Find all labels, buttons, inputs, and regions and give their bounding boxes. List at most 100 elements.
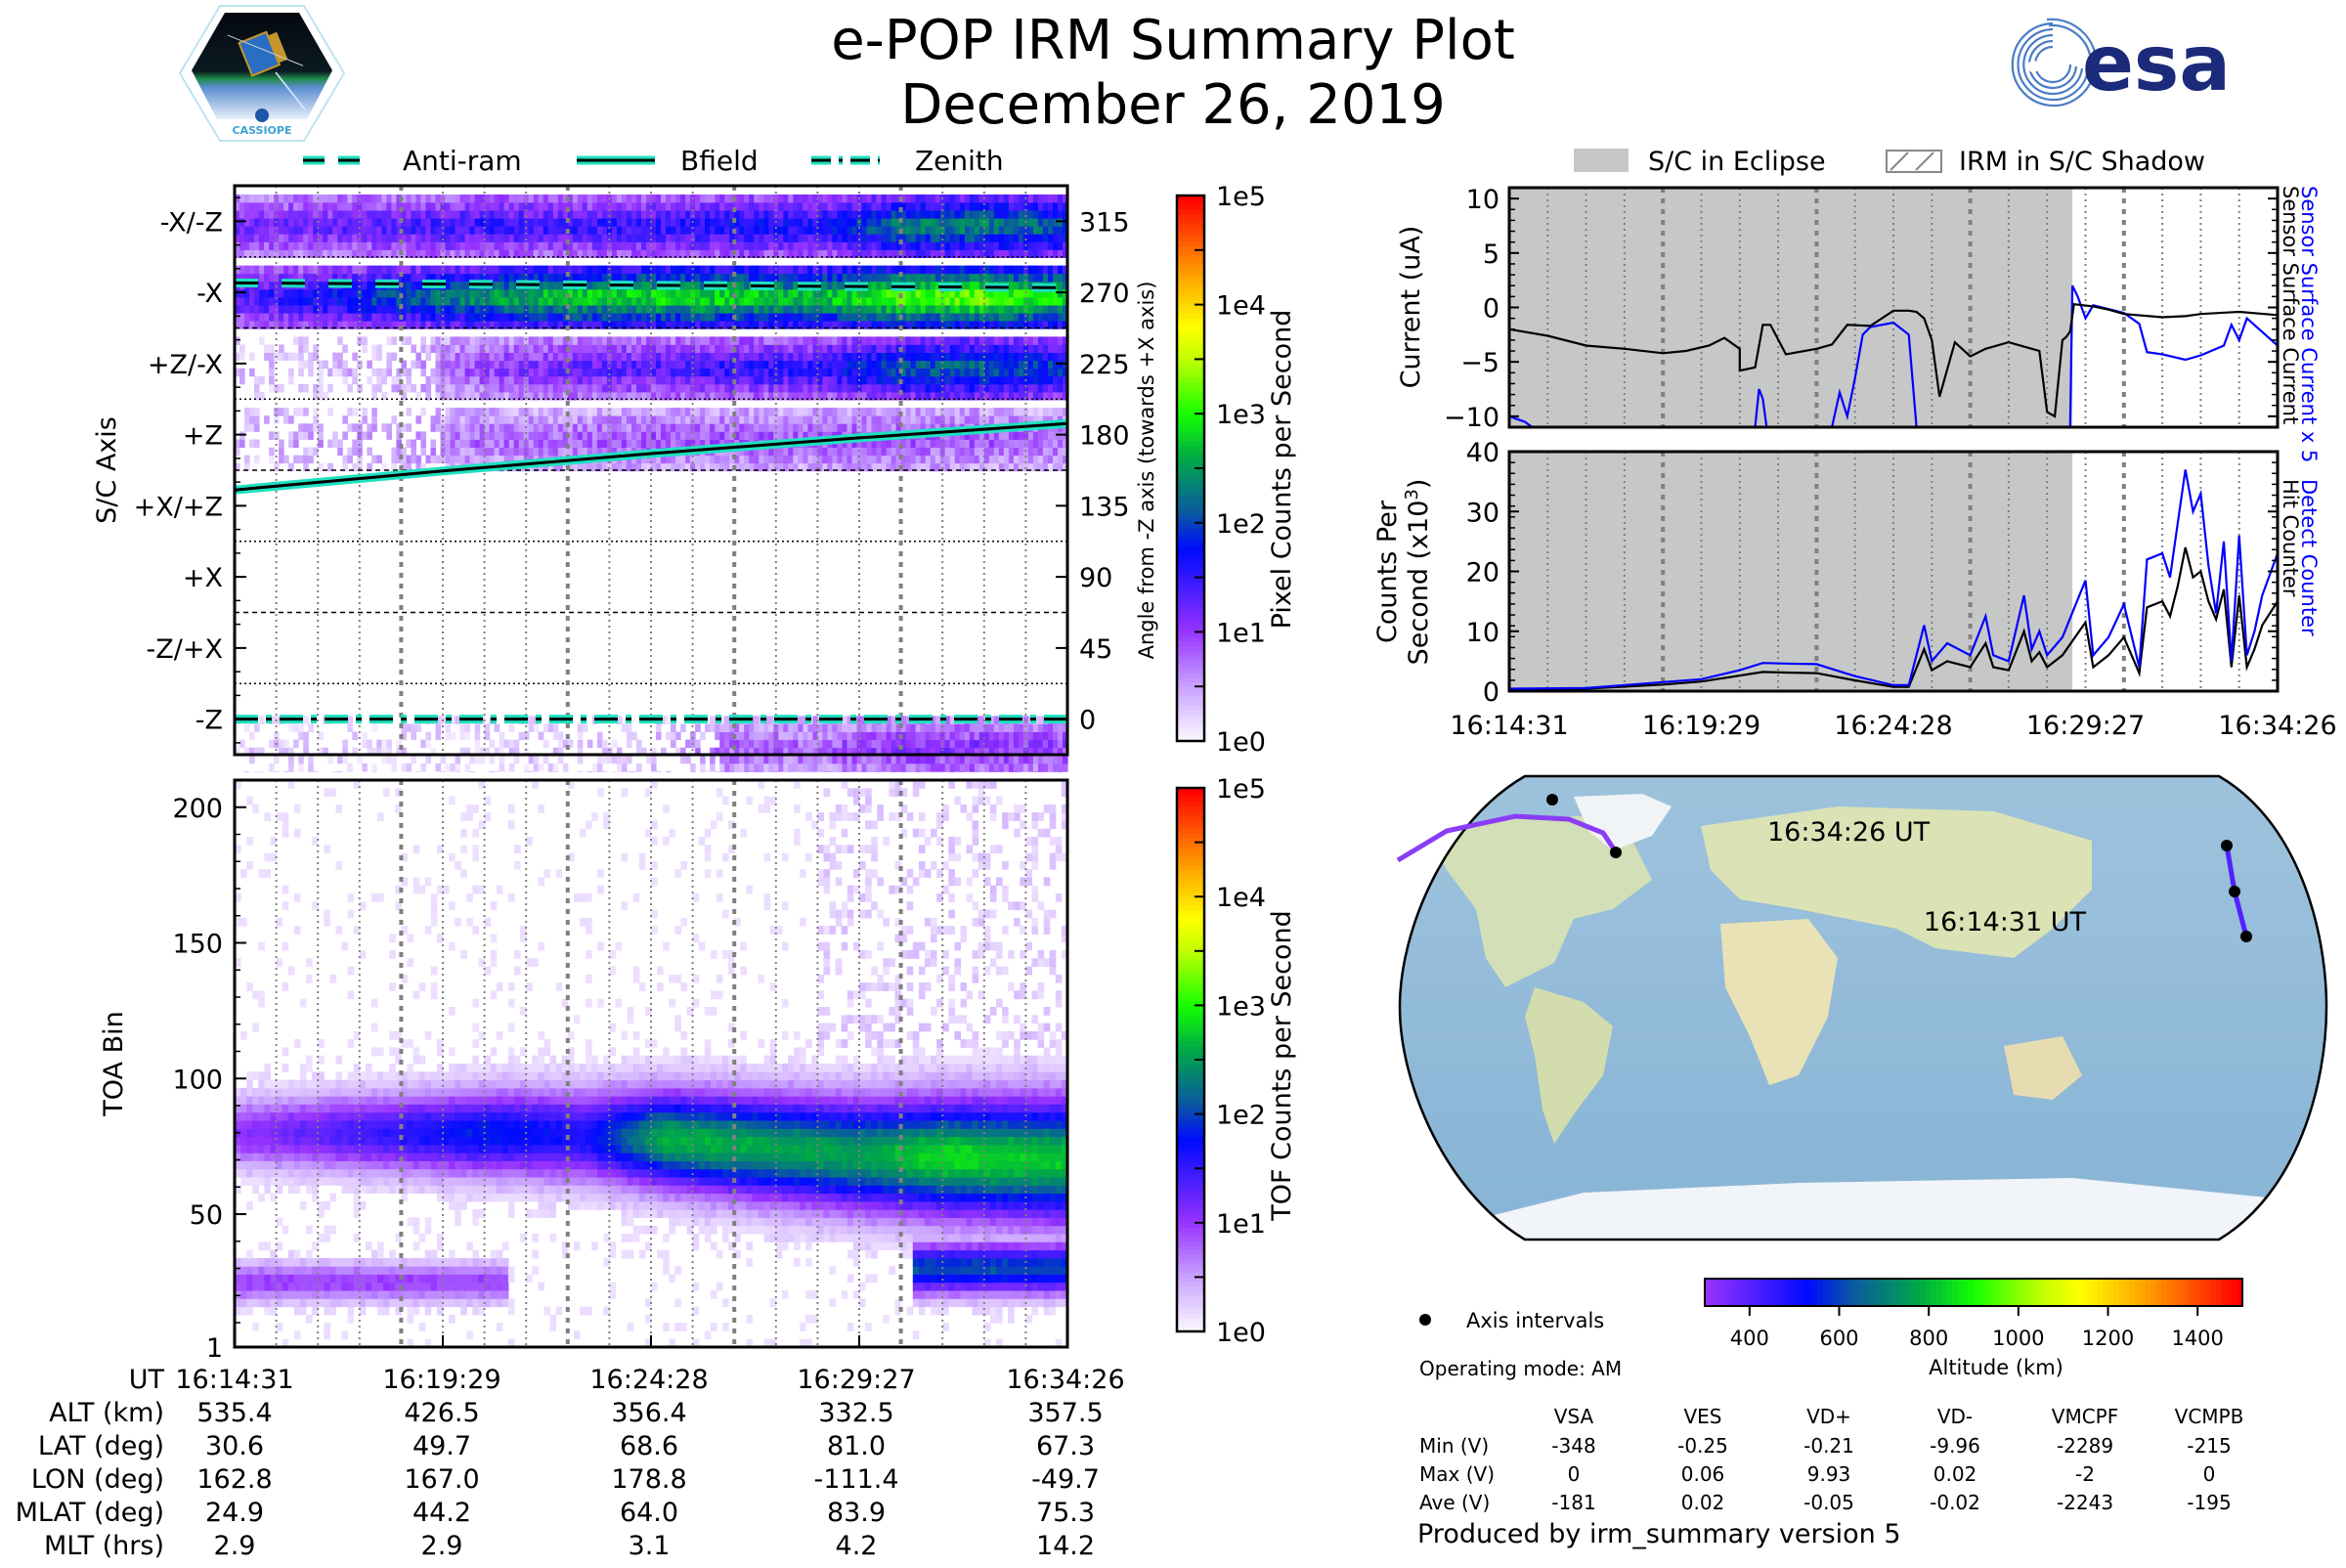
angle-cell	[754, 415, 760, 424]
angle-cell	[978, 352, 985, 362]
angle-cell	[925, 368, 932, 377]
angle-cell	[964, 297, 971, 306]
angle-cell	[666, 352, 672, 362]
angle-cell	[978, 234, 985, 242]
angle-cell	[1048, 265, 1054, 275]
angle-cell	[411, 321, 416, 329]
angle-cell	[484, 288, 491, 298]
angle-cell	[925, 234, 932, 242]
angle-cell	[778, 249, 784, 258]
angle-cell	[557, 462, 564, 472]
angle-cell	[636, 202, 642, 211]
angle-cell	[944, 218, 951, 227]
angle-cell	[464, 202, 471, 211]
angle-cell	[596, 352, 603, 362]
angle-cell	[1058, 281, 1064, 290]
angle-cell	[450, 423, 456, 432]
angle-cell	[616, 265, 623, 275]
angle-cell	[861, 462, 868, 472]
angle-cell	[342, 455, 348, 464]
angle-cell	[871, 194, 878, 203]
angle-cell	[1063, 226, 1068, 235]
angle-cell	[445, 218, 452, 227]
angle-cell	[983, 447, 990, 457]
angle-cell	[601, 423, 608, 432]
angle-cell	[671, 226, 676, 235]
angle-cell	[596, 218, 603, 227]
angle-cell	[631, 360, 637, 370]
angle-cell	[396, 265, 402, 275]
angle-cell	[978, 249, 985, 258]
angle-cell	[715, 392, 720, 401]
angle-cell	[793, 336, 799, 345]
angle-cell	[283, 415, 289, 424]
angle-cell	[837, 297, 843, 306]
angle-cell	[783, 202, 789, 211]
angle-cell	[944, 360, 951, 370]
angle-cell	[1022, 392, 1029, 401]
angle-cell	[528, 297, 535, 306]
angle-cell	[974, 408, 980, 416]
angle-cell	[675, 288, 681, 298]
angle-cell	[807, 305, 813, 314]
angle-cell	[484, 202, 491, 211]
angle-cell	[376, 249, 382, 258]
angle-cell	[459, 336, 466, 345]
angle-cell	[611, 194, 618, 203]
angle-cell	[636, 431, 642, 440]
angle-cell	[842, 313, 848, 322]
angle-cell	[239, 344, 245, 353]
angle-cell	[499, 336, 505, 345]
angle-cell	[988, 360, 995, 370]
angle-cell	[739, 241, 745, 250]
angle-cell	[489, 344, 496, 353]
angle-cell	[288, 202, 294, 211]
angle-cell	[636, 288, 642, 298]
angle-cell	[425, 375, 432, 385]
angle-cell	[910, 455, 917, 464]
angle-cell	[503, 447, 510, 457]
angle-cell	[440, 273, 447, 283]
angle-cell	[518, 336, 525, 345]
angle-cell	[666, 344, 672, 353]
angle-cell	[562, 431, 569, 440]
angle-cell	[508, 241, 515, 250]
angle-cell	[303, 313, 309, 322]
angle-cell	[596, 360, 603, 370]
angle-cell	[538, 210, 544, 219]
angle-cell	[235, 313, 240, 322]
angle-cell	[523, 202, 530, 211]
angle-cell	[455, 368, 461, 377]
angle-cell	[1003, 352, 1010, 362]
angle-cell	[705, 392, 711, 401]
angle-cell	[430, 273, 437, 283]
angle-cell	[959, 352, 966, 362]
angle-cell	[538, 249, 544, 258]
angle-cell	[631, 462, 637, 472]
angle-cell	[547, 297, 554, 306]
angle-cell	[552, 321, 559, 329]
angle-cell	[308, 305, 314, 314]
angle-cell	[303, 344, 309, 353]
angle-cell	[915, 383, 922, 393]
angle-cell	[259, 194, 265, 203]
angle-cell	[700, 336, 706, 345]
angle-cell	[264, 249, 270, 258]
angle-cell	[944, 249, 951, 258]
angle-cell	[415, 281, 421, 290]
angle-cell	[352, 210, 358, 219]
angle-cell	[425, 194, 432, 203]
angle-cell	[847, 234, 853, 242]
angle-cell	[342, 202, 348, 211]
angle-cell	[1008, 352, 1015, 362]
angle-cell	[768, 360, 774, 370]
angle-cell	[494, 375, 500, 385]
angle-cell	[1018, 455, 1024, 464]
angle-cell	[661, 408, 667, 416]
angle-cell	[988, 313, 995, 322]
angle-cell	[969, 383, 976, 393]
angle-cell	[964, 344, 971, 353]
angle-cell	[729, 352, 735, 362]
angle-cell	[773, 226, 779, 235]
angle-cell	[881, 194, 888, 203]
